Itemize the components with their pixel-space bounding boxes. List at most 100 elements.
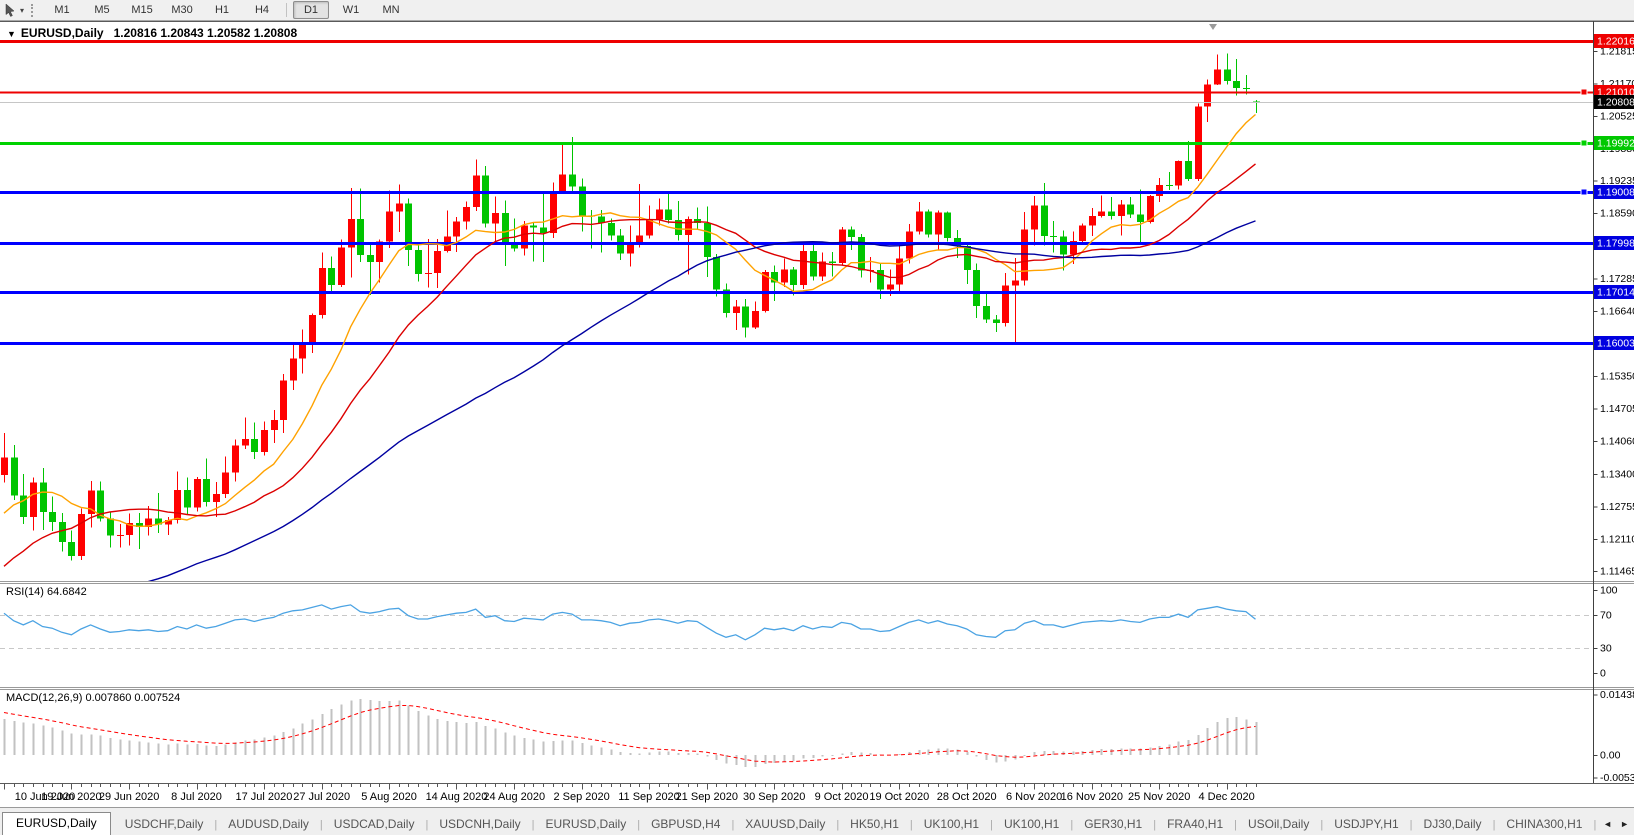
tab-scroll-right-icon[interactable]: ►: [1620, 819, 1629, 829]
price-axis[interactable]: 1.218151.211701.205251.198801.192351.185…: [1593, 34, 1634, 578]
ma-10-line[interactable]: [3, 113, 1256, 528]
timeframe-button-h1[interactable]: H1: [214, 4, 230, 16]
tab-separator: |: [637, 819, 641, 831]
chart-tab-audusd-daily[interactable]: AUDUSD,Daily: [228, 817, 309, 831]
svg-text:0.00: 0.00: [1600, 750, 1621, 762]
rsi-panel[interactable]: 100 70 30 0: [0, 585, 1618, 680]
toolbar-separator: [286, 3, 288, 17]
svg-text:1.15350: 1.15350: [1600, 370, 1634, 382]
chart-tab-usdchf-daily[interactable]: USDCHF,Daily: [124, 817, 204, 831]
svg-text:30: 30: [1600, 643, 1612, 655]
chart-tab-uk100-h1[interactable]: UK100,H1: [1003, 817, 1060, 831]
price-level-box-1.22016: [1594, 34, 1634, 48]
date-label: 19 Oct 2020: [869, 791, 929, 803]
chart-tab-usoil-daily[interactable]: USOil,Daily: [1247, 817, 1310, 831]
chart-tab-fra40-h1[interactable]: FRA40,H1: [1167, 817, 1224, 831]
timeframe-button-m1[interactable]: M1: [54, 4, 70, 16]
panel-borders: [0, 21, 1634, 784]
tab-separator: |: [1593, 819, 1597, 831]
chart-tab-xauusd-daily[interactable]: XAUUSD,Daily: [745, 817, 826, 831]
date-label: 24 Aug 2020: [483, 791, 545, 803]
ohlc-values: 1.20816 1.20843 1.20582 1.20808: [113, 26, 298, 40]
chart-tab-usdcnh-daily[interactable]: USDCNH,Daily: [439, 817, 521, 831]
svg-text:0: 0: [1600, 668, 1606, 680]
hline-handle-1.19008[interactable]: [1580, 188, 1588, 196]
tab-separator: |: [1492, 819, 1496, 831]
timeframe-button-w1[interactable]: W1: [342, 4, 360, 16]
horizontal-level-lines[interactable]: [0, 40, 1593, 345]
timeframe-button-mn[interactable]: MN: [382, 4, 400, 16]
tab-separator: |: [1234, 819, 1237, 831]
svg-text:1.20808: 1.20808: [1597, 97, 1634, 109]
date-label: 16 Nov 2020: [1061, 791, 1123, 803]
date-label: 11 Sep 2020: [618, 791, 680, 803]
cursor-dropdown-caret-icon[interactable]: ▾: [20, 5, 25, 15]
candles[interactable]: [1, 53, 1260, 561]
svg-text:1.17998: 1.17998: [1597, 238, 1634, 250]
tab-scroll-controls: ◄ ►: [1598, 812, 1634, 835]
chart-tab-uk100-h1[interactable]: UK100,H1: [923, 817, 980, 831]
timeframe-toolbar: M1 M5 M15 M30 H1 H4 D1 W1 MN: [42, 1, 411, 19]
tab-scroll-left-icon[interactable]: ◄: [1603, 819, 1613, 829]
chart-tab-eurusd-daily[interactable]: EURUSD,Daily: [2, 812, 111, 835]
svg-text:1.17285: 1.17285: [1600, 273, 1634, 285]
tab-separator: |: [531, 819, 535, 831]
svg-text:1.19992: 1.19992: [1597, 138, 1634, 150]
hline-handle-1.19992[interactable]: [1580, 139, 1588, 147]
chart-tab-usdcad-daily[interactable]: USDCAD,Daily: [333, 817, 415, 831]
hline-handle-1.2101[interactable]: [1580, 88, 1588, 96]
chart-tab-hk50-h1[interactable]: HK50,H1: [850, 817, 899, 831]
timeframe-button-m30[interactable]: M30: [171, 4, 193, 16]
macd-panel[interactable]: 0.014384 0.00 -0.00539: [3, 689, 1634, 784]
chart-collapse-icon[interactable]: ▼: [7, 29, 16, 39]
chart-shift-marker[interactable]: [1209, 24, 1217, 30]
toolbar-grip-handle[interactable]: [31, 3, 36, 17]
symbol-label: EURUSD,Daily: [20, 26, 104, 40]
date-label: 2 Sep 2020: [553, 791, 609, 803]
chart-tab-china300-h1[interactable]: CHINA300,H1: [1506, 817, 1583, 831]
timeframe-button-d1[interactable]: D1: [293, 1, 330, 19]
candlestick-chart[interactable]: 1.218151.211701.205251.198801.192351.185…: [0, 21, 1634, 807]
cursor-icon: [5, 2, 15, 17]
tab-separator: |: [909, 819, 913, 831]
svg-text:1.20525: 1.20525: [1600, 110, 1634, 122]
svg-text:1.19235: 1.19235: [1600, 175, 1634, 187]
date-label: 9 Oct 2020: [815, 791, 869, 803]
tab-separator: |: [1153, 819, 1157, 831]
chart-tabs-bar: EURUSD,Daily USDCHF,Daily | AUDUSD,Daily | US…: [0, 807, 1634, 835]
date-label: 4 Dec 2020: [1198, 791, 1254, 803]
price-level-box-1.16003: [1594, 336, 1634, 350]
svg-text:1.17014: 1.17014: [1597, 287, 1634, 299]
chart-tab-ger30-h1[interactable]: GER30,H1: [1084, 817, 1143, 831]
date-label: 19 Jun 2020: [41, 791, 102, 803]
ma-20-line[interactable]: [3, 163, 1256, 567]
chart-tab-eurusd-daily[interactable]: EURUSD,Daily: [545, 817, 627, 831]
ma-50-line[interactable]: [4, 220, 1256, 637]
macd-indicator-label: MACD(12,26,9) 0.007860 0.007524: [6, 692, 181, 704]
svg-text:1.13400: 1.13400: [1600, 468, 1634, 480]
chart-tab-dj30-daily[interactable]: DJ30,Daily: [1423, 817, 1482, 831]
date-label: 6 Nov 2020: [1006, 791, 1062, 803]
timeframe-button-m5[interactable]: M5: [94, 4, 110, 16]
svg-text:1.14060: 1.14060: [1600, 435, 1634, 447]
date-label: 30 Sep 2020: [743, 791, 805, 803]
date-label: 25 Nov 2020: [1128, 791, 1190, 803]
tab-separator: |: [425, 819, 429, 831]
svg-text:70: 70: [1600, 609, 1612, 621]
timeframe-button-m15[interactable]: M15: [131, 4, 153, 16]
price-level-box-1.17998: [1594, 236, 1634, 250]
svg-text:1.16003: 1.16003: [1597, 338, 1634, 350]
date-label: 17 Jul 2020: [235, 791, 292, 803]
cursor-tool-button[interactable]: ▾: [0, 0, 27, 20]
chart-tab-gbpusd-h4[interactable]: GBPUSD,H4: [651, 817, 721, 831]
chart-tab-usdjpy-h1[interactable]: USDJPY,H1: [1334, 817, 1399, 831]
date-label: 29 Jun 2020: [99, 791, 160, 803]
tab-separator: |: [990, 819, 993, 831]
macd-signal-line: [3, 705, 1256, 763]
svg-text:100: 100: [1600, 585, 1618, 597]
date-label: 10 Jun 2020: [15, 791, 76, 803]
timeframe-button-h4[interactable]: H4: [254, 4, 270, 16]
svg-text:-0.00539: -0.00539: [1600, 772, 1634, 784]
